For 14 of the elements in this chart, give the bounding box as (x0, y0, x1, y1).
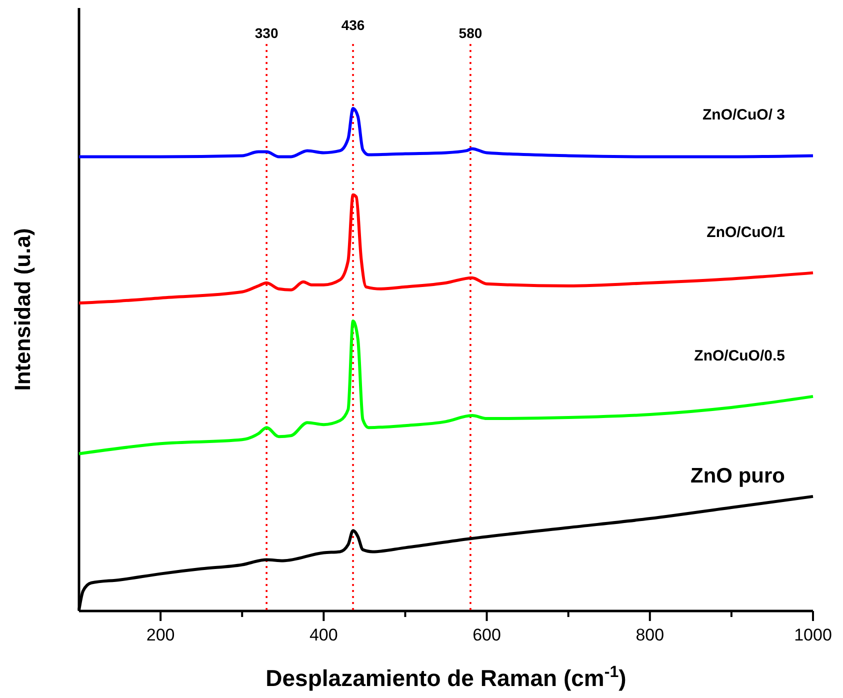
x-axis-title: Desplazamiento de Raman (cm$^{-1}$) (266, 663, 626, 691)
x-tick-label: 200 (146, 625, 175, 644)
x-tick-label: 400 (309, 625, 338, 644)
x-tick-label: 600 (472, 625, 501, 644)
ref-line-label: 330 (254, 25, 278, 41)
text: ZnO/CuO/1 (706, 224, 785, 241)
x-tick-label: 800 (636, 625, 664, 644)
ref-line-label: 580 (458, 25, 482, 41)
series-label: ZnO puro (690, 464, 785, 488)
ref-line-label: 436 (341, 17, 365, 33)
text: ZnO/CuO/ 3 (702, 106, 785, 124)
text: ZnO/CuO/0.5 (694, 347, 785, 364)
y-axis-title: Intensidad (u.a) (10, 228, 35, 391)
x-tick-label: 1000 (794, 625, 832, 644)
